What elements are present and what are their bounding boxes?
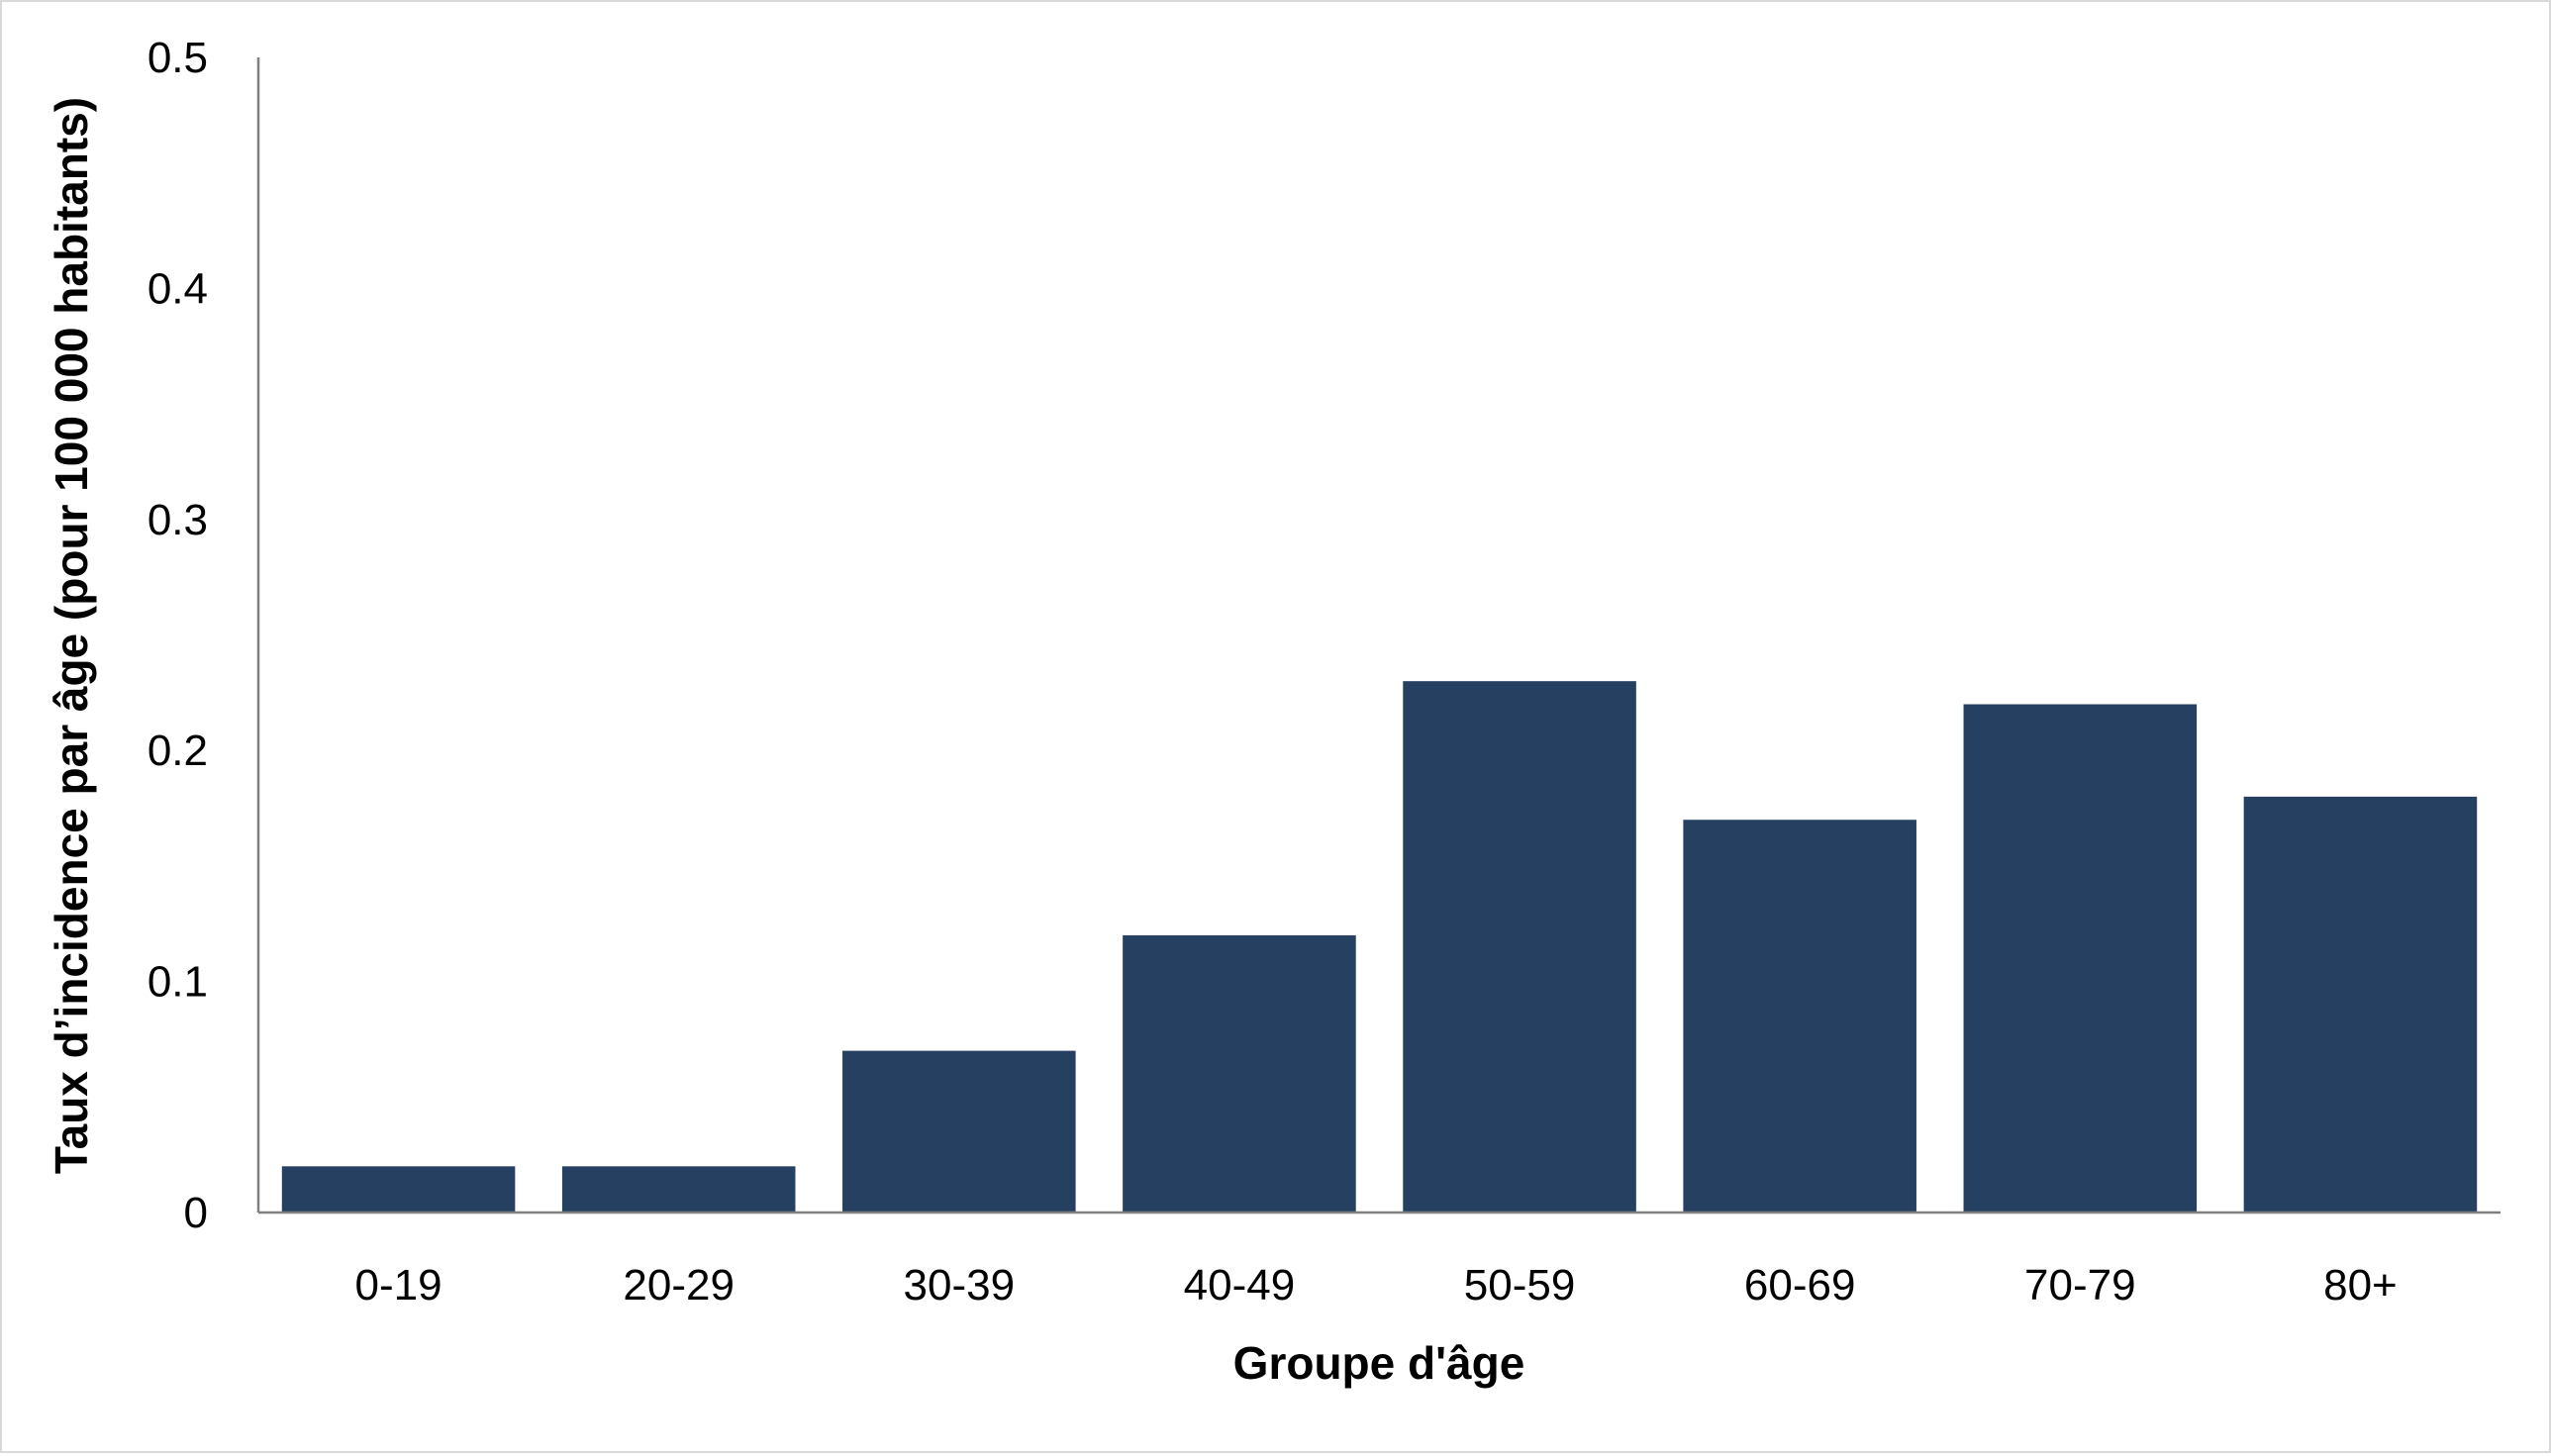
x-tick-label: 70-79: [2024, 1261, 2136, 1310]
bar-80+: [2243, 796, 2478, 1213]
x-tick-label: 50-59: [1464, 1261, 1576, 1310]
x-tick-label: 0-19: [355, 1261, 442, 1310]
bar-40-49: [1123, 934, 1356, 1213]
y-tick-label: 0.3: [147, 496, 208, 544]
bars: [281, 681, 2478, 1213]
bar-50-59: [1403, 681, 1636, 1213]
y-axis-ticks: 0 0.1 0.2 0.3 0.4 0.5: [147, 34, 208, 1237]
x-axis-title: Groupe d'âge: [1233, 1337, 1525, 1389]
bar-70-79: [1963, 704, 2198, 1213]
bar-30-39: [842, 1050, 1076, 1213]
y-axis-title: Taux d’incidence par âge (pour 100 000 h…: [46, 97, 97, 1174]
x-tick-label: 40-49: [1184, 1261, 1296, 1310]
y-tick-label: 0: [184, 1189, 208, 1237]
bar-0-19: [281, 1166, 516, 1213]
x-axis-ticks: 0-19 20-29 30-39 40-49 50-59 60-69 70-79 80+: [355, 1261, 2398, 1310]
y-tick-label: 0.5: [147, 34, 208, 82]
bar-20-29: [561, 1166, 796, 1213]
x-tick-label: 80+: [2323, 1261, 2398, 1310]
x-tick-label: 20-29: [623, 1261, 735, 1310]
bar-60-69: [1683, 820, 1916, 1213]
x-tick-label: 30-39: [904, 1261, 1016, 1310]
y-tick-label: 0.4: [147, 264, 208, 313]
y-tick-label: 0.1: [147, 958, 208, 1007]
y-tick-label: 0.2: [147, 727, 208, 775]
x-tick-label: 60-69: [1744, 1261, 1856, 1310]
